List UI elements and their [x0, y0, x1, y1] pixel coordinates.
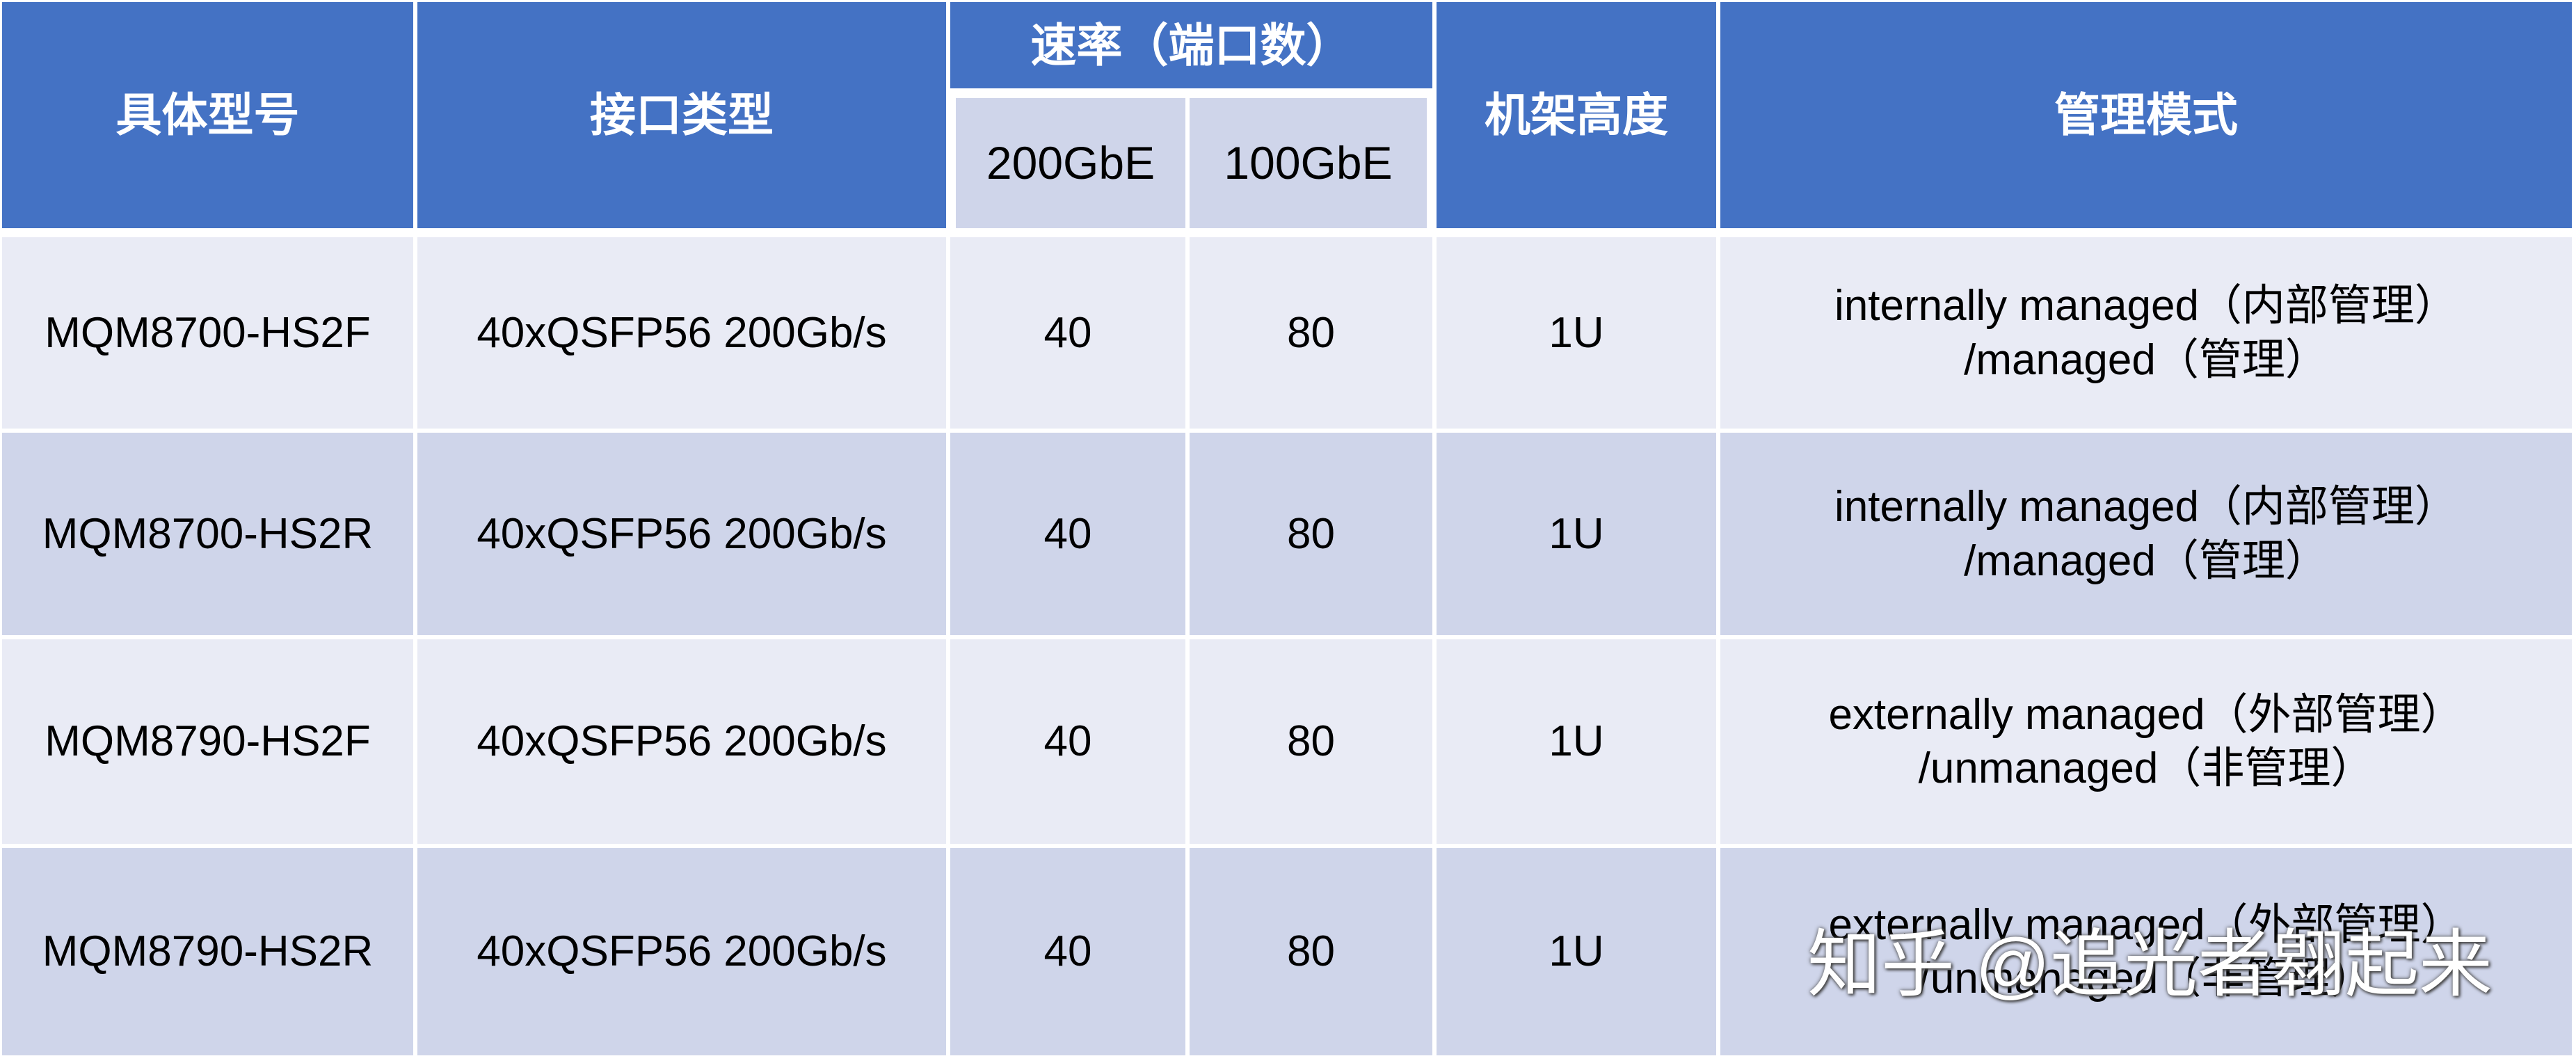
table-cell: 40 — [950, 237, 1185, 429]
table-cell: 80 — [1190, 433, 1432, 635]
cell-text: /unmanaged（非管理） — [1918, 744, 2374, 792]
cell-text: 40 — [1043, 308, 1092, 357]
header-cell: 接口类型 — [417, 2, 946, 228]
table-cell: 1U — [1437, 848, 1716, 1055]
table-cell: 80 — [1190, 639, 1432, 844]
cell-text: 40xQSFP56 200Gb/s — [477, 308, 887, 357]
table-cell: 40xQSFP56 200Gb/s — [417, 848, 946, 1055]
subheader-cell: 200GbE — [956, 98, 1185, 228]
cell-text: 机架高度 — [1485, 89, 1668, 141]
cell-text: 40xQSFP56 200Gb/s — [477, 927, 887, 976]
table-cell: 80 — [1190, 237, 1432, 429]
header-cell: 管理模式 — [1720, 2, 2572, 228]
cell-text: MQM8700-HS2R — [42, 509, 374, 558]
watermark: 知乎 @追光者翱起来 — [1807, 924, 2493, 1006]
table-cell: 1U — [1437, 433, 1716, 635]
cell-text: 1U — [1549, 717, 1604, 766]
cell-text: 1U — [1549, 308, 1604, 357]
cell-text: externally managed（外部管理） — [1828, 900, 2464, 949]
cell-text: 40 — [1043, 509, 1092, 558]
table-cell: 1U — [1437, 639, 1716, 844]
cell-text: MQM8790-HS2F — [45, 717, 371, 766]
cell-text: 80 — [1287, 717, 1335, 766]
cell-text: 1U — [1549, 927, 1604, 976]
table-cell: MQM8790-HS2F — [2, 639, 413, 844]
cell-text: 100GbE — [1224, 137, 1393, 189]
table-cell: 40xQSFP56 200Gb/s — [417, 639, 946, 844]
cell-text: 80 — [1287, 308, 1335, 357]
cell-text: MQM8790-HS2R — [42, 927, 374, 976]
table-cell: 40xQSFP56 200Gb/s — [417, 433, 946, 635]
table-cell: 40xQSFP56 200Gb/s — [417, 237, 946, 429]
cell-text: 接口类型 — [590, 89, 774, 141]
cell-text: 40xQSFP56 200Gb/s — [477, 717, 887, 766]
cell-text: internally managed（内部管理） — [1834, 483, 2458, 531]
table-cell: 80 — [1190, 848, 1432, 1055]
cell-text: /unmanaged（非管理） — [1918, 954, 2374, 1002]
cell-text: 80 — [1287, 509, 1335, 558]
cell-text: 速率（端口数） — [1030, 19, 1352, 71]
table-cell: externally managed（外部管理） /unmanaged（非管理） — [1720, 639, 2572, 844]
cell-text: 具体型号 — [115, 89, 300, 141]
cell-text: 1U — [1549, 509, 1604, 558]
cell-text: 40xQSFP56 200Gb/s — [477, 509, 887, 558]
table-cell: internally managed（内部管理） /managed（管理） — [1720, 237, 2572, 429]
table-cell: MQM8700-HS2F — [2, 237, 413, 429]
table-cell: 40 — [950, 433, 1185, 635]
cell-text: 40 — [1043, 717, 1092, 766]
subheader-cell: 100GbE — [1190, 98, 1427, 228]
table-cell: MQM8790-HS2R — [2, 848, 413, 1055]
table-cell: 40 — [950, 639, 1185, 844]
table-cell: MQM8700-HS2R — [2, 433, 413, 635]
table-cell: externally managed（外部管理） /unmanaged（非管理） — [1720, 848, 2572, 1055]
cell-text: /managed（管理） — [1964, 536, 2328, 585]
cell-text: 80 — [1287, 927, 1335, 976]
table-cell: 1U — [1437, 237, 1716, 429]
header-cell: 速率（端口数） — [950, 2, 1432, 88]
cell-text: /managed（管理） — [1964, 335, 2328, 384]
cell-text: externally managed（外部管理） — [1828, 690, 2464, 739]
table-cell: internally managed（内部管理） /managed（管理） — [1720, 433, 2572, 635]
table-cell: 40 — [950, 848, 1185, 1055]
cell-text: MQM8700-HS2F — [45, 308, 371, 357]
header-cell: 具体型号 — [2, 2, 413, 228]
cell-text: internally managed（内部管理） — [1834, 282, 2458, 330]
header-cell: 机架高度 — [1437, 2, 1716, 228]
cell-text: 200GbE — [986, 137, 1155, 189]
cell-text: 40 — [1043, 927, 1092, 976]
cell-text: 管理模式 — [2054, 89, 2238, 141]
